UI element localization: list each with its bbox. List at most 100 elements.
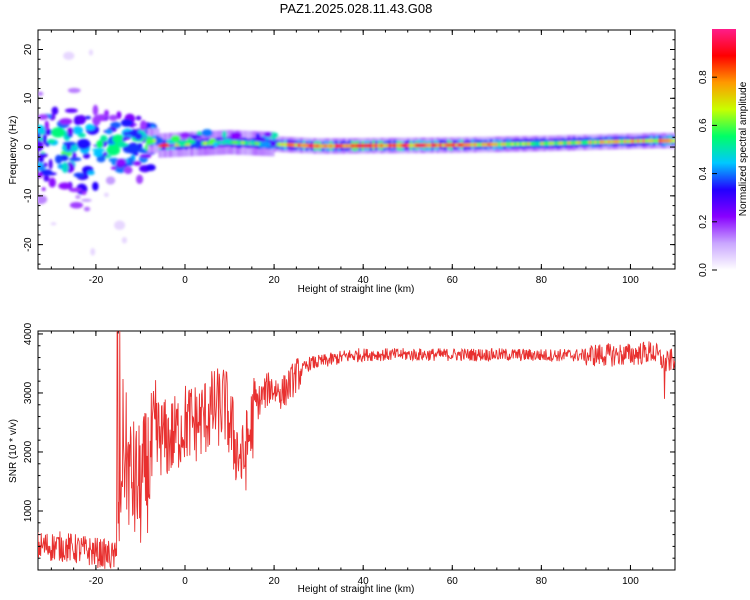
spectrogram-cell xyxy=(48,158,53,170)
spectrogram-cell xyxy=(618,139,622,144)
spectrogram-cell xyxy=(495,142,500,147)
spectrogram-cell xyxy=(221,130,227,139)
spectrogram-cell xyxy=(145,164,156,172)
spectrogram-cell xyxy=(136,174,144,184)
colorbar-tick-label: 0.6 xyxy=(698,118,709,132)
spectrogram-cell xyxy=(444,143,449,148)
bottom-x-axis: -20 0 20 40 60 80 100 xyxy=(50,331,676,587)
spectrogram-cell xyxy=(564,141,569,145)
spectrogram-cell xyxy=(47,139,56,144)
spectrogram-cell xyxy=(639,139,644,143)
spectrogram-cell xyxy=(548,141,553,146)
x-tick-label: 20 xyxy=(269,275,281,286)
x-tick-label: -20 xyxy=(89,275,104,286)
spectrogram-cell xyxy=(642,139,647,143)
spectrogram-cell xyxy=(447,143,451,148)
spectrogram-cell xyxy=(537,141,542,146)
spectrogram-cell xyxy=(222,138,232,144)
spectrogram-cell xyxy=(321,144,326,149)
figure-title: PAZ1.2025.028.11.43.G08 xyxy=(280,1,433,16)
spectrogram-cell xyxy=(184,139,196,145)
spectrogram-cell xyxy=(382,143,387,148)
spectrogram-cell xyxy=(644,138,649,143)
spectrogram-cell xyxy=(134,132,143,141)
spectrogram-cell xyxy=(366,143,371,148)
spectrogram-cell xyxy=(578,140,582,145)
y-tick-label: -20 xyxy=(23,237,34,252)
spectrogram-cell xyxy=(96,156,106,163)
spectrogram-cell xyxy=(425,143,430,148)
spectrogram-cell xyxy=(465,142,470,147)
spectrogram-cell xyxy=(123,166,133,175)
spectrogram-cell xyxy=(666,138,671,143)
spectrogram-cell xyxy=(390,143,395,148)
spectrogram-cell xyxy=(353,143,358,148)
spectrogram-cell xyxy=(652,138,657,143)
spectrogram-cell xyxy=(76,114,86,125)
spectrogram-cell xyxy=(213,141,218,148)
spectrogram-cell xyxy=(369,143,374,148)
x-tick-label: -20 xyxy=(89,576,104,587)
spectrogram-cell xyxy=(433,143,438,148)
spectrogram-cell xyxy=(310,143,315,148)
spectrogram-cell xyxy=(116,111,122,120)
spectrogram-cell xyxy=(658,138,663,143)
spectrogram-cell xyxy=(90,247,96,256)
y-tick-label: 10 xyxy=(23,92,34,104)
spectrogram-cell xyxy=(69,201,84,209)
spectrogram-cell xyxy=(110,121,121,129)
spectrogram-cell xyxy=(439,143,443,148)
spectrogram-cell xyxy=(388,143,393,148)
spectrogram-cell xyxy=(497,142,502,147)
spectrogram-cell xyxy=(163,143,168,148)
spectrogram-cell xyxy=(95,114,108,119)
spectrogram-cell xyxy=(84,115,92,120)
spectrogram-cell xyxy=(358,143,363,148)
spectrogram-cell xyxy=(380,143,385,148)
spectrogram-cell xyxy=(284,142,288,147)
spectrogram-cell xyxy=(423,143,427,148)
spectrogram-cell xyxy=(650,138,655,143)
bottom-y-axis-label: SNR (10 * v/v) xyxy=(8,419,19,483)
spectrogram-cell xyxy=(313,143,318,148)
spectrogram-cell xyxy=(586,140,590,145)
spectrogram-cell xyxy=(276,142,280,147)
colorbar-gradient xyxy=(712,29,736,270)
spectrogram-cell xyxy=(583,140,588,145)
spectrogram-cell xyxy=(594,140,598,145)
spectrogram-cell xyxy=(396,143,401,148)
spectrogram-cell xyxy=(92,104,99,116)
spectrogram-cell xyxy=(43,175,50,182)
spectrogram-cell xyxy=(460,142,465,147)
spectrogram-panel: -20 0 20 40 60 80 100 -20 -10 0 10 20 Height of st… xyxy=(8,29,676,295)
spectrogram-cell xyxy=(38,153,48,158)
x-tick-label: 100 xyxy=(622,576,639,587)
spectrogram-cell xyxy=(415,143,419,148)
spectrogram-cell xyxy=(38,140,44,152)
spectrogram-cell xyxy=(318,144,323,149)
spectrogram-cell xyxy=(620,139,625,144)
spectrogram-cell xyxy=(468,142,473,147)
spectrogram-cell xyxy=(532,141,537,146)
spectrogram-cell xyxy=(64,108,78,113)
x-tick-label: 0 xyxy=(182,275,188,286)
spectrogram-cell xyxy=(602,140,606,144)
spectrogram-cell xyxy=(332,144,336,148)
spectrogram-cell xyxy=(364,143,369,148)
spectrogram-cell xyxy=(233,140,238,145)
spectrogram-cell xyxy=(431,143,435,148)
spectrogram-cell xyxy=(508,142,513,147)
y-tick-label: 4000 xyxy=(23,322,34,345)
spectrogram-cell xyxy=(51,106,59,115)
spectrogram-cell xyxy=(668,138,673,143)
spectrogram-cell xyxy=(66,127,74,135)
spectrogram-cell xyxy=(337,143,342,148)
spectrogram-cell xyxy=(500,142,505,147)
spectrogram-cell xyxy=(166,143,171,148)
spectrogram-cell xyxy=(535,141,540,146)
spectrogram-cell xyxy=(153,138,157,143)
spectrogram-cell xyxy=(420,143,425,148)
spectrogram-cell xyxy=(103,192,109,198)
spectrogram-cell xyxy=(206,141,211,146)
spectrogram-cell xyxy=(238,140,243,145)
